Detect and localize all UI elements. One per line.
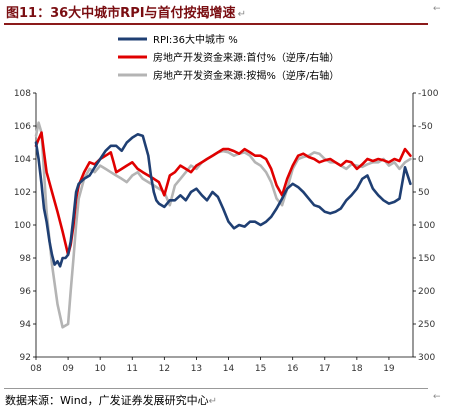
x-tick-label: 14 [223,364,235,374]
x-tick-label: 19 [383,364,395,374]
source-text: 数据来源：Wind，广发证券发展研究中心 [5,394,209,407]
left-tick-label: 104 [14,155,31,165]
left-tick-label: 96 [20,287,32,297]
legend-label: 房地产开发资金来源:按揭%（逆序/右轴） [153,69,339,82]
x-tick-label: 10 [94,364,106,374]
x-tick-label: 08 [30,364,42,374]
left-tick-label: 102 [14,188,31,198]
chart-area: 92 94 96 98 100 102 104 106 108 -100 -50 0 50 100 150 2… [14,33,439,374]
x-tick-label: 17 [319,364,330,374]
corner-arrow-icon: ← [433,4,441,14]
x-tick-label: 18 [351,364,363,374]
source-note: 数据来源：Wind，广发证券发展研究中心↵ [5,392,217,408]
right-tick-label: 250 [418,320,435,330]
left-tick-label: 98 [20,254,32,264]
corner-arrow-icon: ← [433,392,441,402]
right-tick-label: 100 [418,221,435,231]
figure-title-text: 图11：36大中城市RPI与首付按揭增速 [6,6,236,21]
x-tick-label: 13 [191,364,202,374]
series-line-0 [34,133,412,268]
x-tick-label: 09 [62,364,74,374]
footer-divider [4,388,428,389]
figure-title: 图11：36大中城市RPI与首付按揭增速 ↵ [6,2,246,21]
right-tick-label: -100 [418,89,439,99]
x-tick-label: 12 [159,364,170,374]
title-divider [4,23,428,25]
series-line-1 [34,131,412,256]
x-tick-label: 16 [287,364,299,374]
legend-label: RPI:36大中城市 % [153,33,238,46]
x-tick-label: 11 [127,364,138,374]
edit-mark-icon: ↵ [237,9,246,20]
series-line-2 [34,121,412,329]
left-tick-label: 94 [20,320,32,330]
edit-mark-icon: ↵ [208,396,218,407]
right-tick-label: 150 [418,254,435,264]
left-tick-label: 92 [20,353,31,363]
right-tick-label: 300 [418,353,435,363]
left-tick-label: 106 [14,122,31,132]
x-tick-label: 15 [255,364,266,374]
legend-label: 房地产开发资金来源:首付%（逆序/右轴） [153,51,339,64]
left-tick-label: 100 [14,221,31,231]
right-tick-label: 200 [418,287,435,297]
right-tick-label: 0 [418,155,424,165]
right-tick-label: 50 [418,188,430,198]
right-tick-label: -50 [418,122,433,132]
left-tick-label: 108 [14,89,31,99]
